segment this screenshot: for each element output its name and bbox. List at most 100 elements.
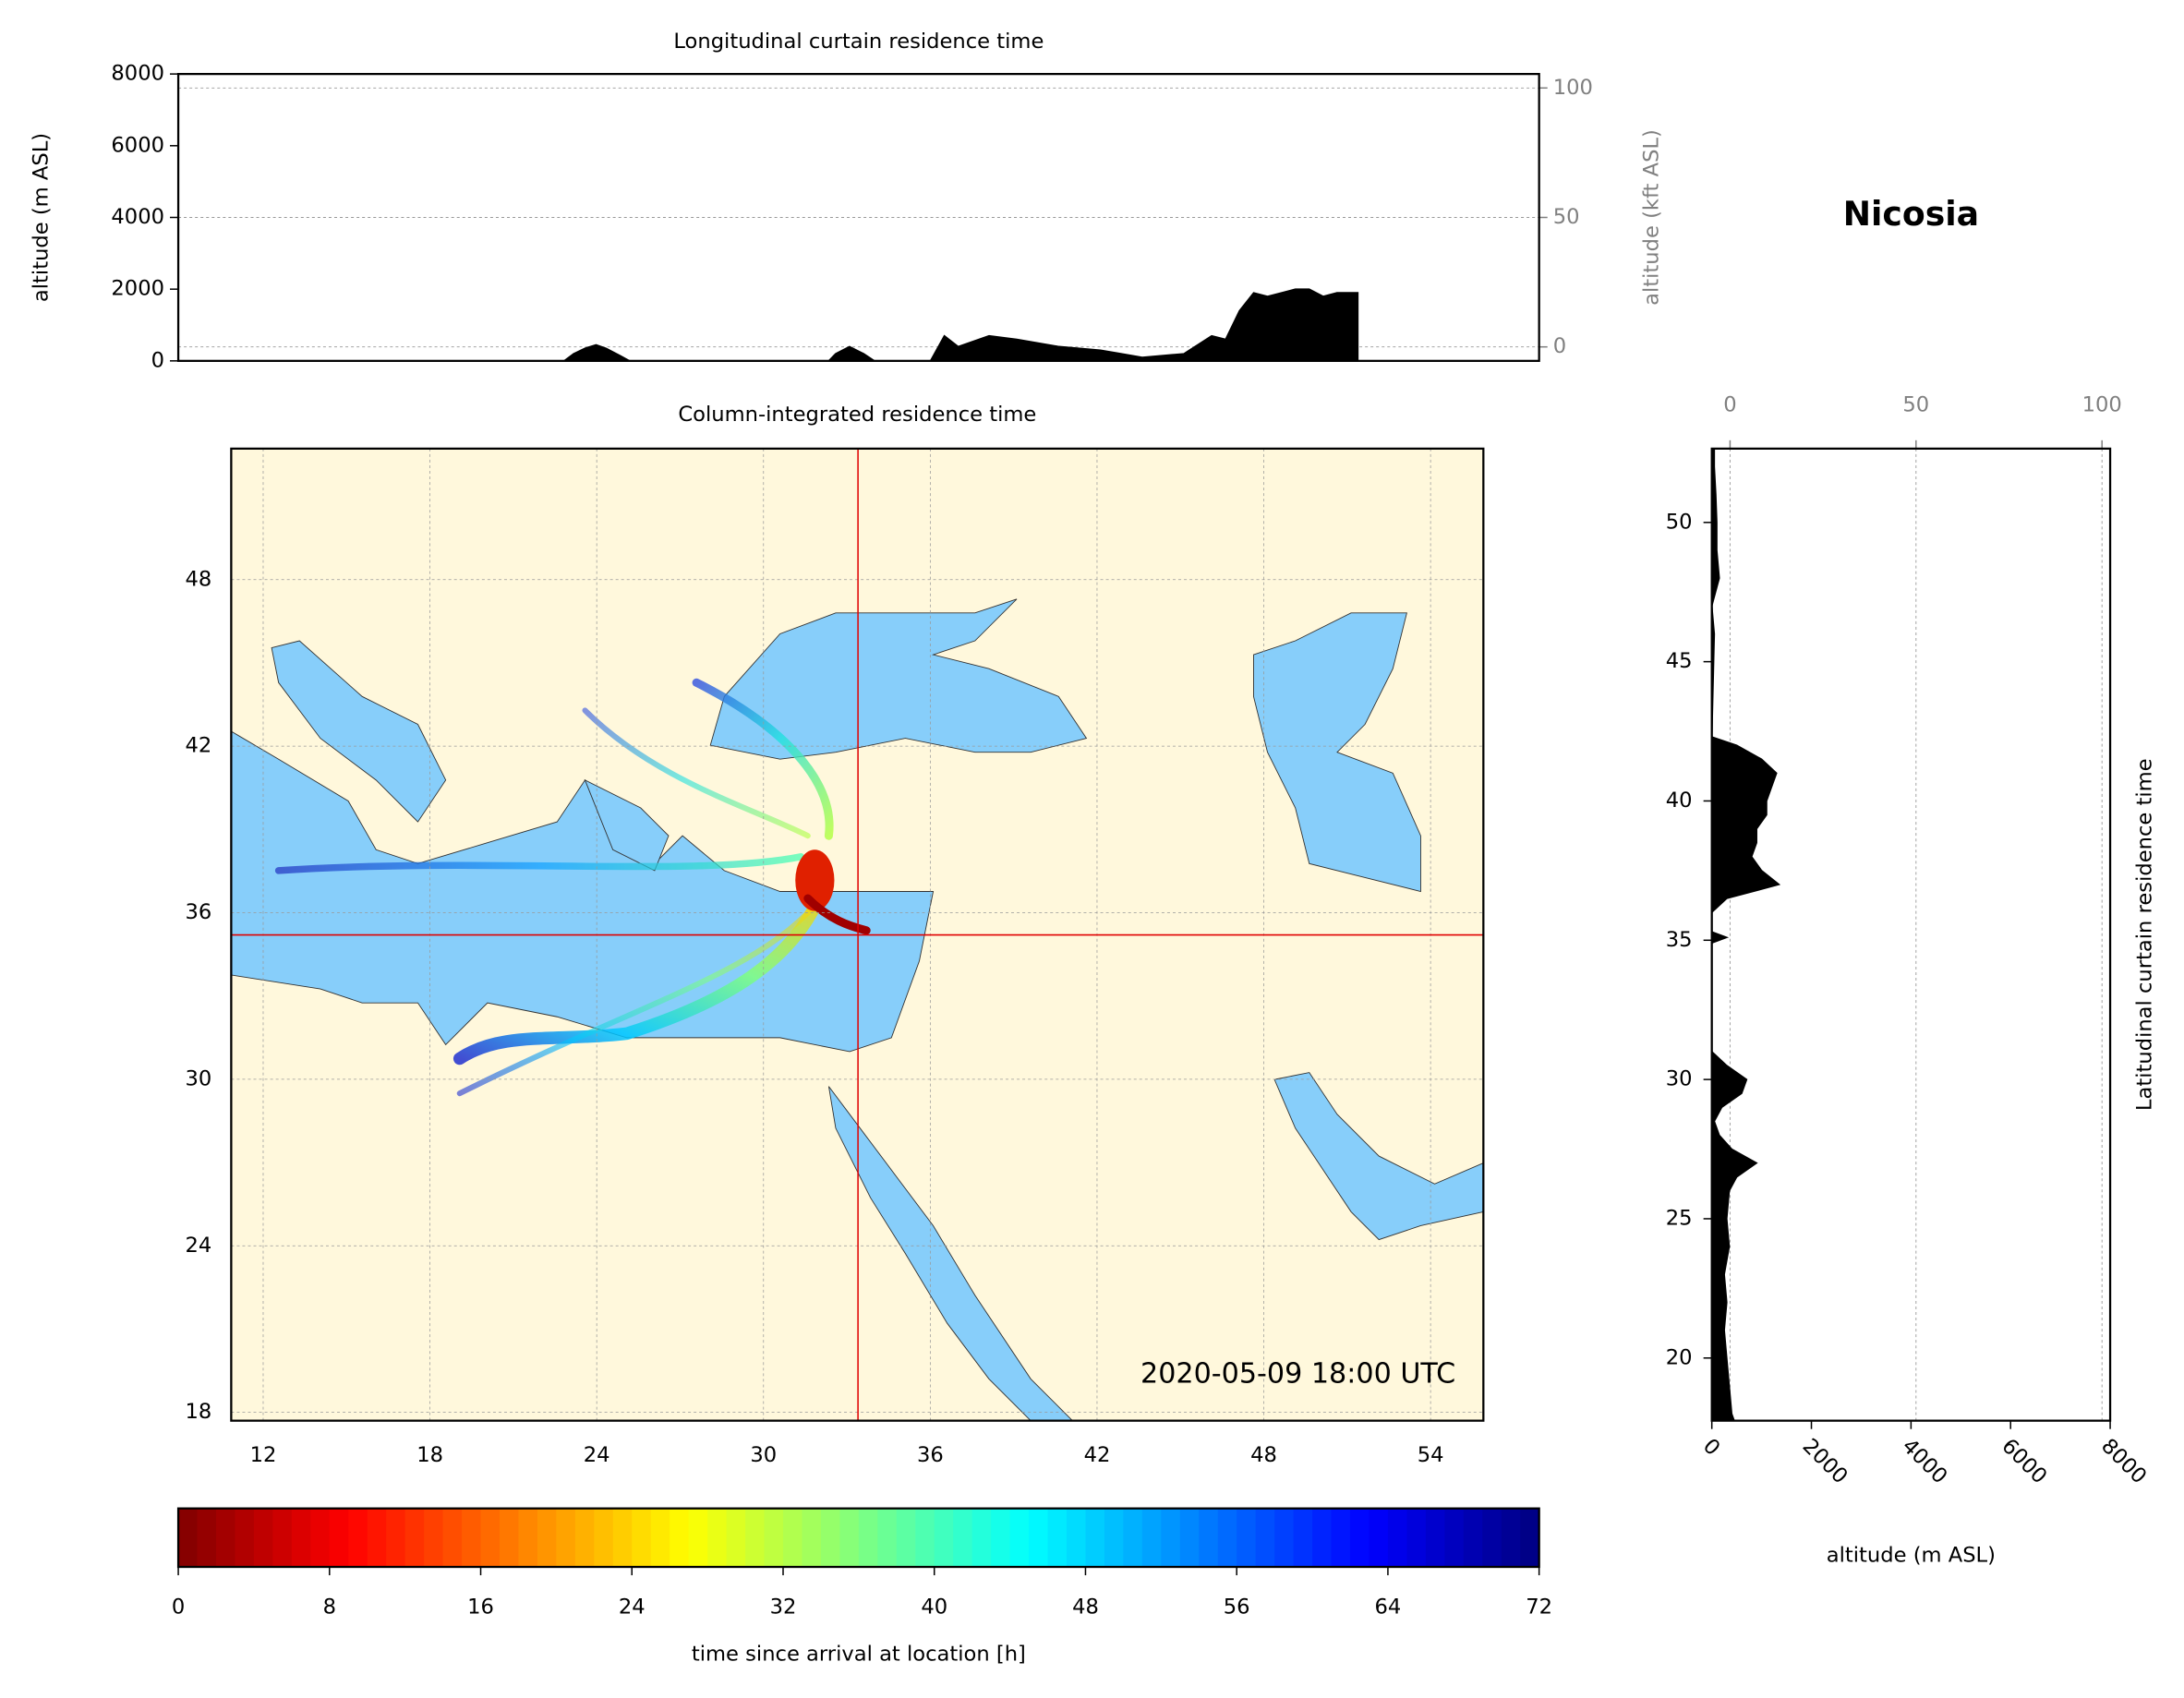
colorbar-cell (291, 1508, 312, 1568)
colorbar-cell (386, 1508, 406, 1568)
colorbar-cell (670, 1508, 690, 1568)
colorbar-cell (632, 1508, 652, 1568)
sea (709, 598, 1088, 760)
x-tick-label: 32 (770, 1595, 797, 1619)
axes-title: Column-integrated residence time (678, 403, 1036, 427)
colorbar-cell (745, 1508, 766, 1568)
x-tick-label: 48 (1072, 1595, 1099, 1619)
colorbar-cell (594, 1508, 614, 1568)
sea (827, 1086, 1074, 1421)
x-tick-label: 72 (1526, 1595, 1552, 1619)
colorbar-cell (442, 1508, 463, 1568)
y-tick-label: 30 (1666, 1067, 1693, 1091)
x-tick-label: 24 (619, 1595, 646, 1619)
colorbar-cell (858, 1508, 879, 1568)
colorbar-cell (1444, 1508, 1465, 1568)
sea (271, 640, 447, 823)
colorbar-cell (953, 1508, 973, 1568)
x-tick-label: 16 (467, 1595, 494, 1619)
x-tick-label: 36 (917, 1443, 944, 1467)
y-tick-label: 24 (185, 1234, 211, 1258)
colorbar-cell (462, 1508, 482, 1568)
colorbar-cell (518, 1508, 538, 1568)
y2-tick-label: 50 (1553, 205, 1580, 229)
x-tick-label: 24 (584, 1443, 610, 1467)
colorbar-cell (782, 1508, 803, 1568)
colorbar-cell (348, 1508, 368, 1568)
colorbar-cell (839, 1508, 860, 1568)
colorbar-cell (1501, 1508, 1521, 1568)
colorbar-cell (272, 1508, 293, 1568)
x-tick-label: 12 (250, 1443, 277, 1467)
y-axis-label: altitude (m ASL) (30, 133, 54, 302)
colorbar-cell (556, 1508, 576, 1568)
y-tick-label: 40 (1666, 789, 1693, 813)
plume (274, 678, 871, 1097)
axes-frame (176, 73, 1540, 362)
x-tick-label: 18 (416, 1443, 443, 1467)
x-tick-label: 42 (1084, 1443, 1111, 1467)
y-tick-label: 6000 (111, 133, 164, 157)
y2-tick-label: 0 (1553, 334, 1566, 358)
colorbar-cell (688, 1508, 708, 1568)
colorbar-cell (178, 1508, 199, 1568)
x-tick-label: 8 (323, 1595, 336, 1619)
colorbar-cell (499, 1508, 520, 1568)
plume-branch (452, 885, 828, 1066)
y-tick-label: 20 (1666, 1345, 1693, 1369)
colorbar-cell (1369, 1508, 1389, 1568)
colorbar-cell (367, 1508, 387, 1568)
colorbar-cell (235, 1508, 255, 1568)
y-tick-label: 18 (185, 1400, 211, 1424)
colorbar-cell (1312, 1508, 1333, 1568)
terrain-area (1710, 449, 1781, 1422)
colorbar-cell (253, 1508, 274, 1568)
colorbar-cell (1237, 1508, 1257, 1568)
colorbar-cell (726, 1508, 746, 1568)
colorbar-cell (1274, 1508, 1295, 1568)
plume-core (803, 894, 871, 935)
sea (584, 778, 670, 872)
colorbar-cell (612, 1508, 633, 1568)
x-tick-label: 56 (1224, 1595, 1250, 1619)
y-tick-label: 36 (185, 900, 211, 924)
colorbar-cell (197, 1508, 217, 1568)
colorbar-cell (404, 1508, 425, 1568)
x-tick-label: 8000 (2096, 1434, 2151, 1488)
y-tick-label: 45 (1666, 649, 1693, 673)
x2-tick-label: 100 (2082, 393, 2122, 417)
colorbar-cell (329, 1508, 350, 1568)
colorbar-cell (1406, 1508, 1427, 1568)
colorbar-cell (215, 1508, 236, 1568)
time-annotation: 2020-05-09 18:00 UTC (1140, 1357, 1455, 1390)
colorbar-cell (877, 1508, 898, 1568)
y-tick-label: 50 (1666, 510, 1693, 534)
colorbar-cell (1104, 1508, 1125, 1568)
y-tick-label: 35 (1666, 928, 1693, 952)
colorbar-cell (480, 1508, 501, 1568)
x2-tick-label: 0 (1723, 393, 1736, 417)
colorbar-cell (991, 1508, 1011, 1568)
figure-title: Nicosia (1843, 194, 1979, 234)
colorbar-cell (934, 1508, 954, 1568)
y2-axis-label: altitude (kft ASL) (1639, 129, 1663, 306)
colorbar-cell (802, 1508, 822, 1568)
colorbar-cell (650, 1508, 670, 1568)
colorbar-label: time since arrival at location [h] (692, 1643, 1026, 1667)
plume-branch (456, 902, 818, 1097)
colorbar-cell (1482, 1508, 1502, 1568)
axes-frame (176, 1507, 1540, 1569)
colorbar-cell (707, 1508, 728, 1568)
x-tick-label: 64 (1375, 1595, 1402, 1619)
terrain-area (561, 288, 1359, 362)
y-tick-label: 25 (1666, 1206, 1693, 1230)
colorbar-cell (1387, 1508, 1408, 1568)
colorbar-cell (1217, 1508, 1237, 1568)
colorbar-cell (1179, 1508, 1201, 1568)
y-tick-label: 0 (151, 348, 164, 372)
colorbar-cell (1123, 1508, 1143, 1568)
axes-frame (230, 447, 1485, 1422)
colorbar-cell (1255, 1508, 1275, 1568)
colorbar-cell (1085, 1508, 1105, 1568)
